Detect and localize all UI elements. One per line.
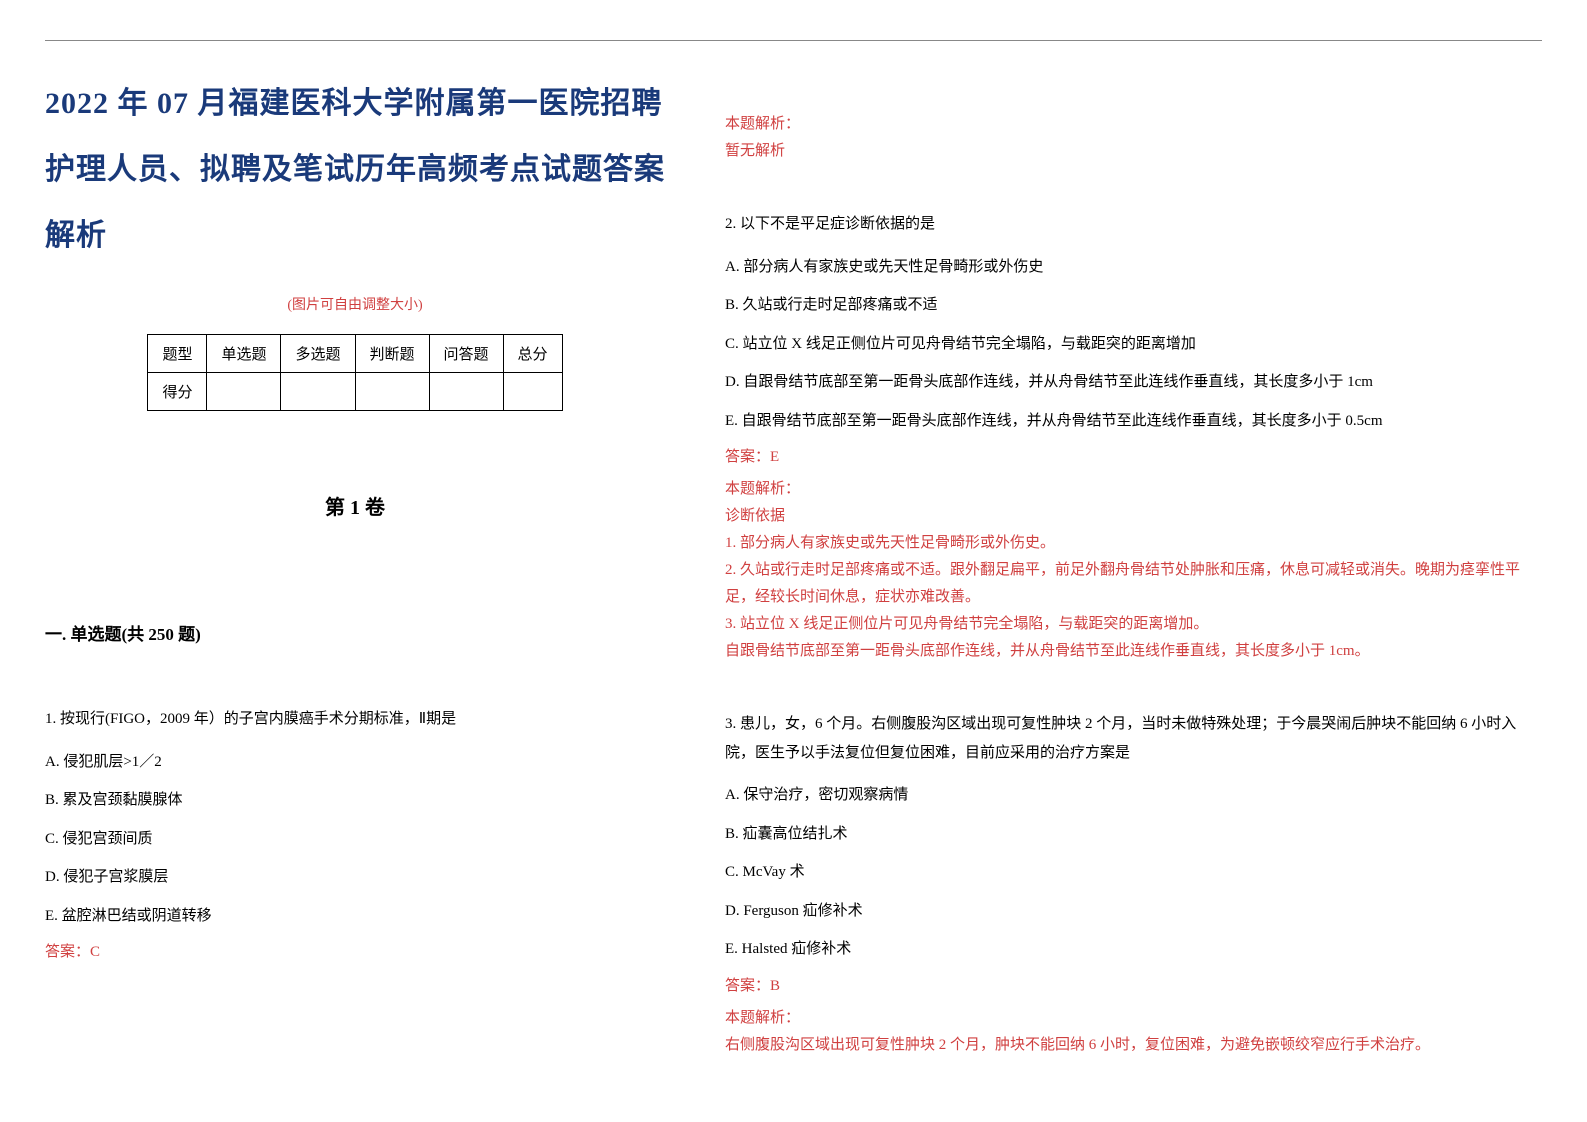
- answer: 答案：B: [725, 974, 1542, 995]
- option-a: A. 保守治疗，密切观察病情: [725, 781, 1542, 810]
- question-1: 1. 按现行(FIGO，2009 年）的子宫内膜癌手术分期标准，Ⅱ期是 A. 侵…: [45, 705, 665, 961]
- question-number: 1.: [45, 711, 56, 727]
- question-stem: 患儿，女，6 个月。右侧腹股沟区域出现可复性肿块 2 个月，当时未做特殊处理；于…: [725, 716, 1516, 761]
- score-table: 题型 单选题 多选题 判断题 问答题 总分 得分: [147, 334, 562, 411]
- header-cell: 总分: [503, 335, 562, 373]
- table-score-row: 得分: [148, 373, 562, 411]
- analysis-label: 本题解析：: [725, 111, 1542, 138]
- option-e: E. 盆腔淋巴结或阴道转移: [45, 902, 665, 931]
- score-cell: [355, 373, 429, 411]
- left-column: 2022 年 07 月福建医科大学附属第一医院招聘护理人员、拟聘及笔试历年高频考…: [45, 71, 665, 1104]
- question-3: 3. 患儿，女，6 个月。右侧腹股沟区域出现可复性肿块 2 个月，当时未做特殊处…: [725, 710, 1542, 1059]
- answer: 答案：E: [725, 445, 1542, 466]
- right-column: 本题解析： 暂无解析 2. 以下不是平足症诊断依据的是 A. 部分病人有家族史或…: [725, 71, 1542, 1104]
- header-cell: 题型: [148, 335, 207, 373]
- volume-title: 第 1 卷: [45, 491, 665, 520]
- option-d: D. 侵犯子宫浆膜层: [45, 863, 665, 892]
- analysis-line: 3. 站立位 X 线足正侧位片可见舟骨结节完全塌陷，与载距突的距离增加。: [725, 611, 1542, 638]
- section-title: 一. 单选题(共 250 题): [45, 620, 665, 645]
- score-cell: [429, 373, 503, 411]
- analysis-label: 本题解析：: [725, 1005, 1542, 1032]
- option-b: B. 累及宫颈黏膜腺体: [45, 786, 665, 815]
- main-title: 2022 年 07 月福建医科大学附属第一医院招聘护理人员、拟聘及笔试历年高频考…: [45, 71, 665, 269]
- header-cell: 单选题: [207, 335, 281, 373]
- header-cell: 问答题: [429, 335, 503, 373]
- analysis-line: 自跟骨结节底部至第一距骨头底部作连线，并从舟骨结节至此连线作垂直线，其长度多小于…: [725, 638, 1542, 665]
- q1-analysis: 本题解析： 暂无解析: [725, 111, 1542, 165]
- option-a: A. 部分病人有家族史或先天性足骨畸形或外伤史: [725, 253, 1542, 282]
- score-label-cell: 得分: [148, 373, 207, 411]
- question-stem: 以下不是平足症诊断依据的是: [740, 216, 935, 232]
- option-d: D. 自跟骨结节底部至第一距骨头底部作连线，并从舟骨结节至此连线作垂直线，其长度…: [725, 368, 1542, 397]
- top-rule: [45, 40, 1542, 41]
- analysis-label: 本题解析：: [725, 476, 1542, 503]
- option-c: C. 侵犯宫颈间质: [45, 825, 665, 854]
- header-cell: 判断题: [355, 335, 429, 373]
- score-cell: [503, 373, 562, 411]
- score-cell: [281, 373, 355, 411]
- analysis-line: 诊断依据: [725, 503, 1542, 530]
- analysis-content: 暂无解析: [725, 138, 1542, 165]
- image-note: (图片可自由调整大小): [45, 294, 665, 314]
- question-number: 2.: [725, 216, 736, 232]
- page-container: 2022 年 07 月福建医科大学附属第一医院招聘护理人员、拟聘及笔试历年高频考…: [45, 71, 1542, 1104]
- header-cell: 多选题: [281, 335, 355, 373]
- option-b: B. 久站或行走时足部疼痛或不适: [725, 291, 1542, 320]
- analysis-line: 2. 久站或行走时足部疼痛或不适。跟外翻足扁平，前足外翻舟骨结节处肿胀和压痛，休…: [725, 557, 1542, 611]
- table-header-row: 题型 单选题 多选题 判断题 问答题 总分: [148, 335, 562, 373]
- option-c: C. 站立位 X 线足正侧位片可见舟骨结节完全塌陷，与载距突的距离增加: [725, 330, 1542, 359]
- analysis-line: 右侧腹股沟区域出现可复性肿块 2 个月，肿块不能回纳 6 小时，复位困难，为避免…: [725, 1032, 1542, 1059]
- question-2: 2. 以下不是平足症诊断依据的是 A. 部分病人有家族史或先天性足骨畸形或外伤史…: [725, 210, 1542, 665]
- option-e: E. 自跟骨结节底部至第一距骨头底部作连线，并从舟骨结节至此连线作垂直线，其长度…: [725, 407, 1542, 436]
- option-c: C. McVay 术: [725, 858, 1542, 887]
- question-number: 3.: [725, 716, 736, 732]
- answer: 答案：C: [45, 940, 665, 961]
- question-stem: 按现行(FIGO，2009 年）的子宫内膜癌手术分期标准，Ⅱ期是: [60, 711, 456, 727]
- score-cell: [207, 373, 281, 411]
- option-a: A. 侵犯肌层>1／2: [45, 748, 665, 777]
- analysis-line: 1. 部分病人有家族史或先天性足骨畸形或外伤史。: [725, 530, 1542, 557]
- option-e: E. Halsted 疝修补术: [725, 935, 1542, 964]
- option-b: B. 疝囊高位结扎术: [725, 820, 1542, 849]
- option-d: D. Ferguson 疝修补术: [725, 897, 1542, 926]
- question-text: 2. 以下不是平足症诊断依据的是: [725, 210, 1542, 239]
- question-text: 1. 按现行(FIGO，2009 年）的子宫内膜癌手术分期标准，Ⅱ期是: [45, 705, 665, 734]
- question-text: 3. 患儿，女，6 个月。右侧腹股沟区域出现可复性肿块 2 个月，当时未做特殊处…: [725, 710, 1542, 767]
